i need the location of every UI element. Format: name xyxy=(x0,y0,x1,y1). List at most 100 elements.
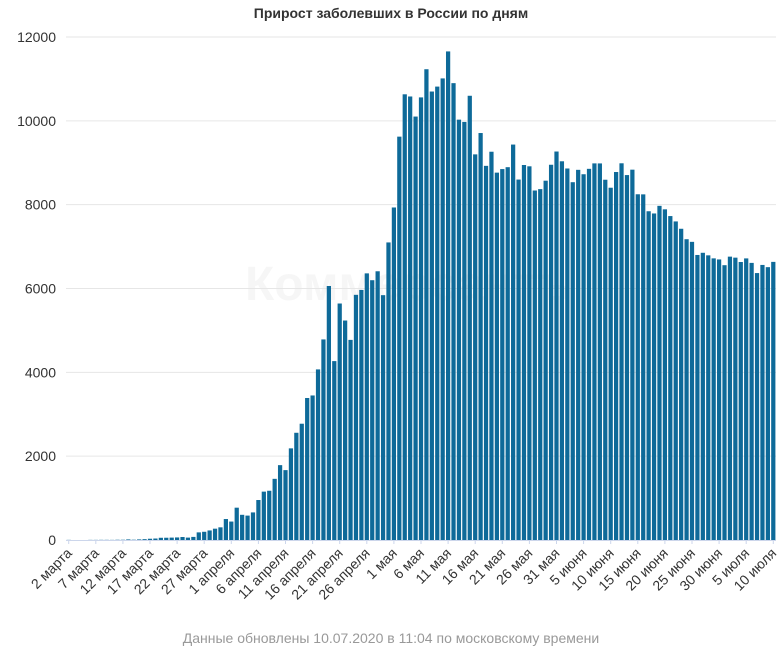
bar xyxy=(126,539,131,540)
bar xyxy=(711,258,716,540)
bar xyxy=(651,213,657,540)
bar xyxy=(223,519,228,540)
bar xyxy=(662,209,668,540)
update-note: Данные обновлены 10.07.2020 в 11:04 по м… xyxy=(182,630,600,646)
bar xyxy=(754,273,760,540)
bar xyxy=(532,190,537,540)
bar xyxy=(451,83,456,541)
bar xyxy=(364,273,369,540)
bar xyxy=(180,537,185,540)
bar xyxy=(147,538,153,540)
y-tick-label: 10000 xyxy=(17,113,56,129)
bar xyxy=(261,491,266,540)
bar xyxy=(299,423,304,540)
bar xyxy=(435,86,440,540)
bar xyxy=(505,167,510,540)
bar xyxy=(137,539,142,540)
bar xyxy=(689,241,695,540)
bar xyxy=(624,175,630,540)
bar xyxy=(467,95,472,541)
bar xyxy=(614,172,619,540)
bar xyxy=(315,369,321,540)
bar xyxy=(429,91,434,540)
bar xyxy=(565,168,570,541)
bar xyxy=(408,96,413,540)
bar xyxy=(597,163,602,541)
bar xyxy=(511,144,516,540)
bar xyxy=(245,515,250,540)
bar xyxy=(608,187,613,541)
bar xyxy=(440,78,445,540)
bar xyxy=(321,339,326,540)
bar xyxy=(277,465,283,540)
bar xyxy=(738,262,743,540)
bar xyxy=(169,537,174,540)
bar xyxy=(521,165,527,540)
bar xyxy=(380,295,386,540)
chart-title: Прирост заболевших в России по дням xyxy=(253,5,529,21)
bar xyxy=(733,257,738,540)
y-tick-label: 6000 xyxy=(25,281,56,297)
bar xyxy=(402,94,407,541)
bar xyxy=(234,507,239,540)
bar xyxy=(272,478,277,540)
bar xyxy=(397,136,402,540)
bar xyxy=(229,521,234,540)
bar xyxy=(294,432,299,540)
bar xyxy=(256,500,261,540)
bar xyxy=(158,537,163,540)
bar xyxy=(185,537,191,540)
bar xyxy=(332,361,337,540)
bar xyxy=(586,168,592,540)
bar xyxy=(716,259,722,540)
bar xyxy=(359,289,364,540)
bar xyxy=(494,172,499,540)
bar xyxy=(375,271,380,540)
bar xyxy=(456,119,462,540)
bar xyxy=(164,537,169,540)
bar xyxy=(305,397,310,540)
bar xyxy=(559,161,565,540)
bar xyxy=(548,164,554,540)
bar xyxy=(348,339,353,540)
bar xyxy=(576,169,581,540)
bar xyxy=(202,531,207,540)
bar xyxy=(391,207,397,541)
bar xyxy=(207,530,212,540)
bar xyxy=(500,169,505,540)
bar xyxy=(592,163,597,540)
bar xyxy=(603,179,608,541)
bar xyxy=(581,174,586,541)
bar xyxy=(483,165,489,540)
y-tick-label: 2000 xyxy=(25,448,56,464)
bar xyxy=(424,69,429,540)
bar xyxy=(288,448,294,540)
bar xyxy=(722,265,727,540)
bar xyxy=(386,242,391,540)
bars xyxy=(66,51,776,541)
bar xyxy=(684,239,689,540)
bar xyxy=(250,512,256,540)
bar xyxy=(679,228,684,540)
bar xyxy=(706,255,711,540)
bar xyxy=(353,294,359,540)
bar xyxy=(196,532,201,540)
bar xyxy=(538,189,543,540)
bar xyxy=(267,490,272,540)
bar xyxy=(727,256,733,540)
bar xyxy=(473,154,478,540)
bar xyxy=(646,211,651,540)
bar xyxy=(516,179,521,540)
bar xyxy=(673,221,678,540)
bar xyxy=(191,536,196,540)
bar xyxy=(370,280,375,540)
bar xyxy=(554,151,559,540)
bar xyxy=(174,537,180,540)
bar xyxy=(310,395,315,540)
bar xyxy=(630,169,635,541)
bar xyxy=(142,539,147,540)
y-tick-label: 8000 xyxy=(25,197,56,213)
bar xyxy=(749,262,754,540)
